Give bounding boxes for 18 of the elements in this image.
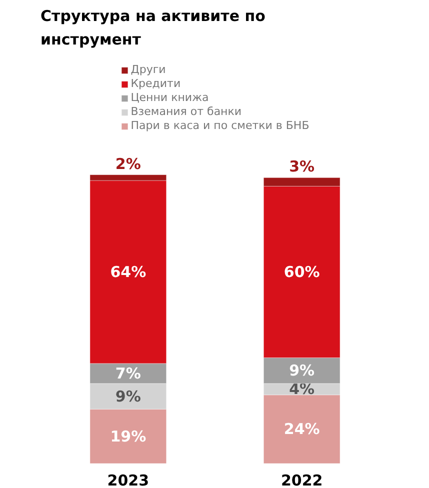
data-label: 2%	[115, 154, 141, 173]
legend-label: Ценни книжа	[130, 91, 209, 104]
data-label: 60%	[284, 262, 320, 281]
data-label: 7%	[115, 364, 141, 382]
x-tick-label: 2022	[280, 472, 323, 488]
data-label: 9%	[289, 362, 315, 380]
legend-label: Кредити	[130, 77, 181, 90]
legend-label: Пари в каса и по сметки в БНБ	[130, 119, 310, 132]
legend-label: Вземания от банки	[130, 105, 242, 118]
x-tick-label: 2023	[107, 472, 150, 488]
data-label: 24%	[284, 420, 320, 438]
data-label: 9%	[115, 387, 141, 406]
data-label: 19%	[110, 427, 146, 446]
legend-label: Други	[130, 63, 166, 76]
data-label: 4%	[289, 380, 315, 398]
data-label: 64%	[110, 262, 146, 281]
data-label: 3%	[289, 158, 315, 176]
chart-title: Структура на активите по инструмент	[40, 7, 266, 48]
